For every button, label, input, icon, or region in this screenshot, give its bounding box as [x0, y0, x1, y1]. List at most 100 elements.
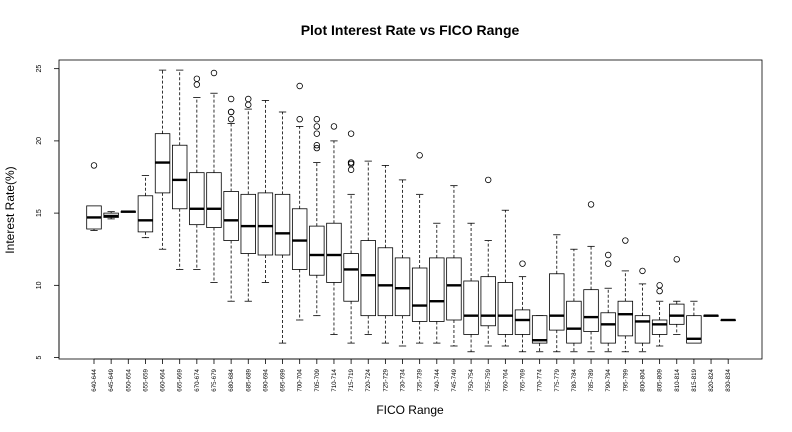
outlier-point: [227, 108, 235, 116]
box-group: [549, 234, 565, 353]
x-tick-label: 690-694: [262, 368, 269, 391]
box-iqr: [377, 247, 394, 317]
outlier-point: [622, 237, 629, 244]
box-iqr: [600, 312, 616, 344]
x-tick-label: 755-759: [485, 368, 492, 391]
outlier-point: [313, 144, 321, 152]
box-group: [600, 251, 616, 353]
outlier-point: [210, 69, 218, 77]
outlier-point: [347, 159, 355, 166]
box-iqr: [497, 282, 514, 335]
box-iqr: [549, 273, 565, 331]
box-iqr: [291, 208, 308, 270]
box-group: [411, 152, 428, 344]
outlier-point: [656, 282, 663, 289]
x-tick-label: 705-709: [314, 368, 321, 391]
box-group: [651, 282, 668, 347]
x-tick-label: 725-729: [382, 368, 389, 391]
box-iqr: [463, 280, 479, 335]
x-tick-label: 670-674: [194, 368, 201, 391]
outlier-point: [605, 251, 612, 259]
x-tick-label: 720-724: [365, 368, 372, 391]
box-group: [291, 82, 308, 321]
y-tick-label: 20: [36, 137, 43, 145]
box-group: [171, 69, 188, 270]
box-group: [377, 165, 394, 344]
x-tick-label: 715-719: [348, 368, 355, 391]
box-iqr: [634, 315, 651, 344]
x-tick-label: 700-704: [297, 368, 304, 391]
box-group: [257, 100, 274, 283]
plot-frame: [58, 59, 763, 360]
box-iqr: [137, 195, 154, 233]
x-tick-label: 640-644: [91, 368, 98, 391]
x-tick-label: 765-769: [520, 368, 527, 391]
x-tick-label: 660-664: [160, 368, 167, 391]
box-group: [274, 111, 291, 344]
x-tick-label: 785-789: [588, 368, 595, 391]
box-iqr: [480, 276, 496, 327]
outlier-point: [347, 166, 355, 173]
outlier-point: [296, 82, 303, 90]
box-group: [497, 209, 514, 347]
box-iqr: [566, 300, 582, 344]
x-tick-label: 820-824: [708, 368, 715, 391]
box-group: [446, 185, 462, 347]
box-group: [343, 130, 359, 344]
box-iqr: [531, 315, 548, 344]
box-group: [429, 222, 445, 344]
outlier-point: [245, 95, 252, 103]
x-tick-label: 655-659: [142, 368, 149, 391]
box-iqr: [686, 315, 702, 344]
x-tick-label: 675-679: [211, 368, 218, 391]
box-iqr: [411, 267, 428, 322]
box-group: [634, 267, 651, 353]
outlier-point: [416, 152, 423, 159]
box-iqr: [189, 172, 205, 226]
y-tick-label: 5: [36, 356, 43, 360]
box-group: [240, 95, 256, 302]
box-group: [514, 260, 531, 353]
outlier-point: [313, 116, 321, 123]
box-iqr: [617, 300, 634, 337]
x-tick-label: 685-689: [245, 368, 252, 391]
outlier-point: [313, 130, 321, 137]
x-tick-label: 800-804: [639, 368, 646, 391]
x-tick-label: 665-669: [177, 368, 184, 391]
box-iqr: [257, 192, 274, 256]
box-iqr: [206, 172, 222, 228]
box-group: [120, 210, 136, 213]
outlier-point: [313, 142, 321, 149]
y-axis: 5 10 15 20 25: [36, 65, 60, 360]
box-group: [223, 95, 239, 302]
x-tick-label: 745-749: [451, 368, 458, 391]
y-tick-label: 25: [36, 65, 43, 73]
box-group: [720, 318, 736, 322]
outlier-point: [656, 287, 663, 295]
box-iqr: [651, 319, 668, 335]
box-iqr: [326, 222, 342, 283]
box-group: [669, 256, 685, 335]
outlier-point: [313, 123, 321, 130]
outlier-point: [330, 123, 338, 130]
x-tick-label: 775-779: [554, 368, 561, 391]
box-iqr: [446, 257, 462, 321]
outlier-point: [587, 201, 595, 208]
box-group: [703, 314, 719, 317]
box-group: [463, 222, 479, 353]
box-group: [394, 179, 411, 347]
x-tick-label: 735-739: [417, 368, 424, 391]
x-tick-label: 805-809: [657, 368, 664, 391]
box-iqr: [583, 289, 599, 332]
outlier-point: [245, 101, 252, 108]
x-tick-label: 810-814: [674, 368, 681, 391]
outlier-point: [193, 81, 201, 88]
x-tick-label: 730-734: [400, 368, 407, 391]
box-group: [206, 69, 222, 283]
outlier-point: [347, 130, 355, 137]
box-group: [531, 315, 548, 353]
box-group: [686, 300, 702, 344]
box-group: [189, 75, 205, 270]
box-iqr: [394, 257, 411, 317]
